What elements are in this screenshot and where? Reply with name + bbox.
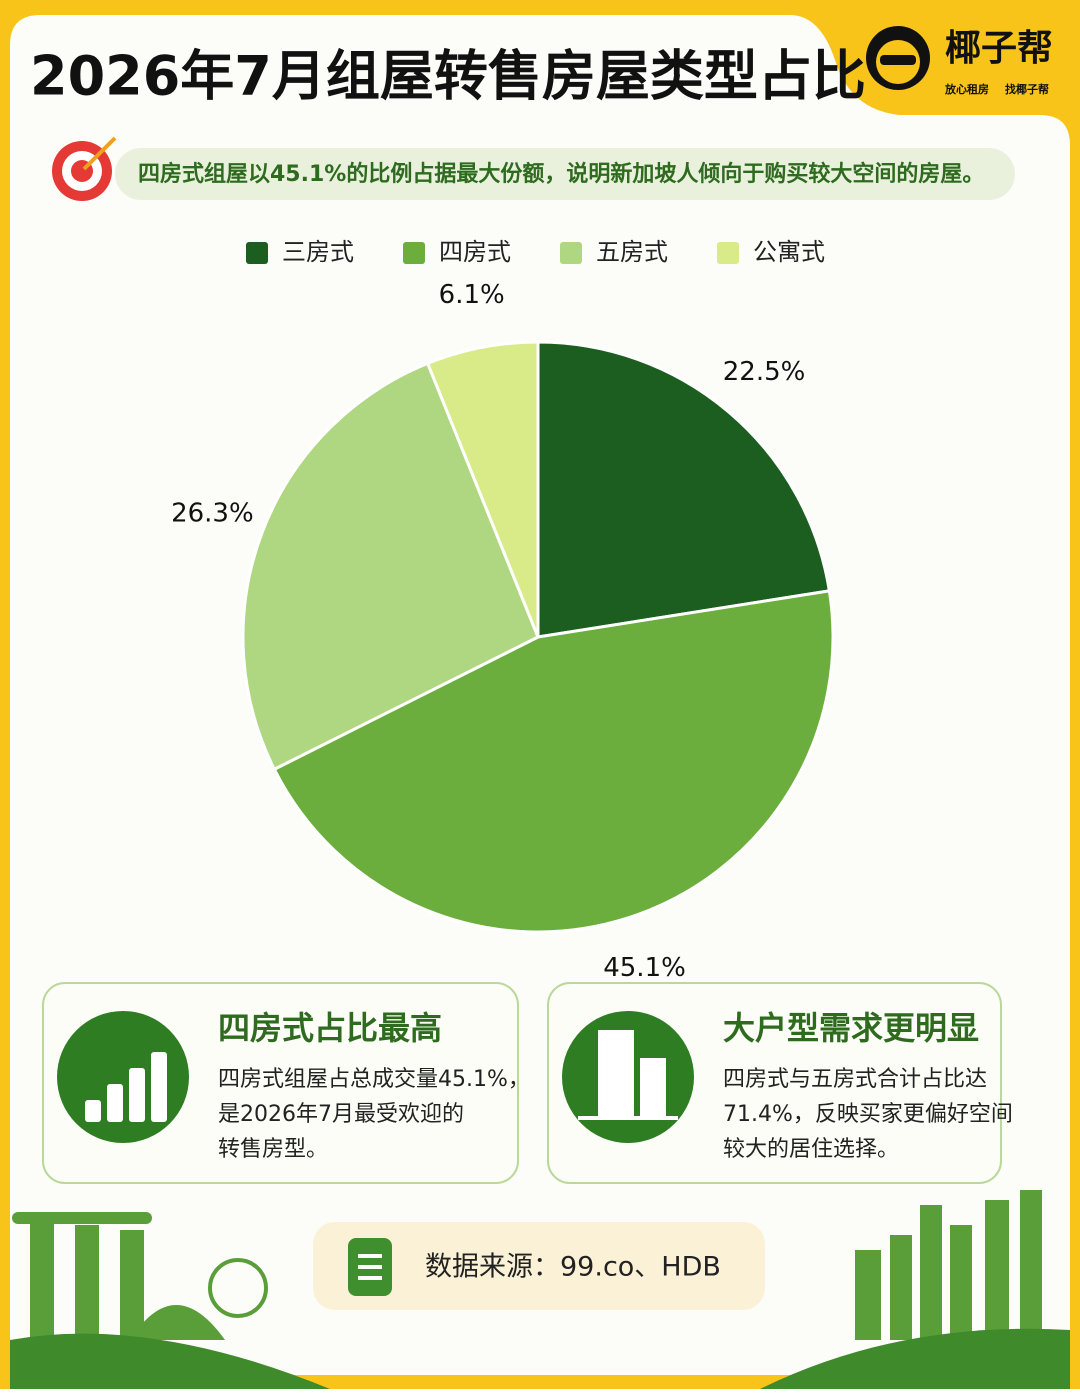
doc-line — [358, 1254, 382, 1258]
legend-label: 公寓式 — [753, 238, 825, 266]
tower — [855, 1250, 881, 1340]
tower — [985, 1200, 1009, 1340]
slice-label: 45.1% — [603, 953, 686, 983]
tower — [120, 1230, 144, 1340]
skyline-left — [10, 1212, 330, 1389]
legend-swatch — [403, 242, 425, 264]
tower — [30, 1220, 54, 1340]
wheel — [208, 1258, 268, 1318]
target-arrow — [82, 136, 117, 171]
tower — [75, 1225, 99, 1340]
pie-slice — [272, 589, 835, 934]
card-icon — [57, 1011, 189, 1143]
pie-slice — [241, 361, 540, 772]
card-text: 转售房型。 — [218, 1137, 328, 1162]
title: 2026年7月组屋转售房屋类型占比 — [30, 45, 866, 108]
tower — [890, 1235, 912, 1340]
insight: 四房式组屋以45.1%的比例占据最大份额，说明新加坡人倾向于购买较大空间的房屋。 — [138, 161, 984, 187]
doc-line — [358, 1265, 382, 1269]
source: 数据来源：99.co、HDB — [425, 1252, 721, 1283]
card-text: 四房式与五房式合计占比达 — [723, 1067, 987, 1092]
pie-slice — [425, 340, 540, 638]
slice-label: 22.5% — [723, 357, 806, 387]
slice-label: 26.3% — [171, 498, 254, 528]
card-text: 是2026年7月最受欢迎的 — [218, 1102, 464, 1127]
legend-label: 三房式 — [282, 238, 354, 266]
pie-slice — [536, 340, 832, 639]
icon-bar — [107, 1084, 123, 1122]
slice-label: 6.1% — [439, 280, 505, 310]
card-text: 较大的居住选择。 — [723, 1137, 899, 1162]
hill — [10, 1333, 330, 1389]
pie-chart: 三房式 四房式 五房式 公寓式 22.5% 45.1% 26.3% 6.1% — [171, 238, 835, 983]
legend-swatch — [246, 242, 268, 264]
legend-swatch — [560, 242, 582, 264]
dome — [130, 1305, 225, 1340]
tower — [920, 1205, 942, 1340]
icon-bar — [85, 1100, 101, 1122]
card-title: 大户型需求更明显 — [723, 1009, 979, 1047]
icon-bar — [151, 1052, 167, 1122]
source-box — [313, 1222, 765, 1310]
brand: 椰子帮 — [945, 28, 1053, 69]
skyline-right — [760, 1190, 1070, 1389]
card-text: 71.4%，反映买家更偏好空间 — [723, 1102, 1013, 1127]
icon-bar — [129, 1068, 145, 1122]
tower — [1020, 1190, 1042, 1340]
doc-line — [358, 1276, 382, 1280]
legend-label: 五房式 — [596, 238, 668, 266]
logo-glasses — [880, 55, 916, 65]
card-text: 四房式组屋占总成交量45.1%， — [218, 1067, 530, 1092]
insight-bar — [115, 148, 1015, 200]
slogan: 找椰子帮 — [1005, 82, 1049, 96]
tower — [950, 1225, 972, 1340]
slogan: 放心租房 — [944, 82, 989, 96]
icon-ground — [578, 1116, 678, 1120]
legend-swatch — [717, 242, 739, 264]
icon-building — [598, 1030, 634, 1118]
card-title: 四房式占比最高 — [218, 1009, 442, 1047]
icon-building — [640, 1058, 666, 1118]
skypark — [12, 1212, 152, 1224]
hill — [760, 1328, 1070, 1389]
legend-label: 四房式 — [439, 238, 511, 266]
